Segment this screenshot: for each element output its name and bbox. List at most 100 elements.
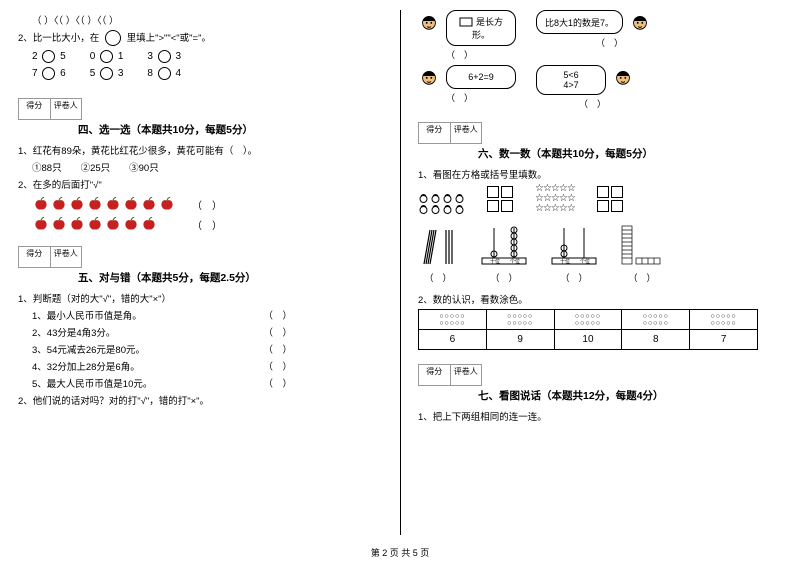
paren: （ ） [418,271,458,284]
judge-item: 4、32分加上28分是6角。（ ） [32,359,292,373]
grader-label: 评卷人 [451,123,482,143]
sec6-q1: 1、看图在方格或括号里填数。 [418,167,782,181]
count-value: 9 [486,330,554,350]
apple-icon [69,215,85,231]
basket-icon [454,192,465,203]
judge-item: 3、54元减去26元是80元。（ ） [32,342,292,356]
apple-icon [51,195,67,211]
count-value: 8 [622,330,690,350]
top-parens: （ ）〈（ ）〈（ ）〈（ ） [18,13,382,27]
speech-3: 6+2=9 （ ） [418,65,516,110]
right-column: 是长方 形。 （ ） 比8大1的数是7。 （ ） 6+2=9 [400,0,800,565]
speech-row-bottom: 6+2=9 （ ） 5<6 4>7 （ ） [418,65,782,110]
compare-cell: 7 6 [32,67,66,80]
compare-row-2: 7 6 5 3 8 4 [18,67,382,80]
apple-icon [69,195,85,211]
score-box: 得分 评卷人 [418,122,482,144]
bubble-text: 4>7 [563,80,578,90]
paren: （ ） [192,217,222,232]
circle-icon [105,30,121,46]
abacus-group: 十位个位 （ ） [480,224,528,284]
speech-row-top: 是长方 形。 （ ） 比8大1的数是7。 （ ） [418,10,782,61]
basket-icon [418,192,429,203]
child-face-icon [418,10,440,32]
circle-icon [100,67,113,80]
grader-label: 评卷人 [51,99,82,119]
compare-cell: 0 1 [90,50,124,63]
circle-icon [158,67,171,80]
score-label: 得分 [419,365,451,385]
bubble-text: 形。 [472,28,490,41]
apple-icon [141,195,157,211]
paren: （ ） [550,271,598,284]
dot-cell: ○○○○○○○○○○ [622,310,690,330]
score-label: 得分 [19,247,51,267]
bubble-1: 是长方 形。 [446,10,516,46]
compare-prompt-b: 里填上">""<"或"="。 [127,33,211,44]
circle-icon [42,50,55,63]
svg-text:个位: 个位 [510,258,520,265]
square-icon [459,17,473,27]
apple-icon [105,215,121,231]
sec6-q2: 2、数的认识，看数涂色。 [418,292,782,306]
basket-icon [430,203,441,214]
count-graphics-row-2: （ ） 十位个位 （ ） 十位个位 （ ） [418,224,782,284]
basket-icon [454,203,465,214]
paren: （ ） [446,91,516,104]
sticks-icon [418,226,458,266]
apple-row-1: （ ） [18,194,382,214]
apple-icon [33,215,49,231]
bubble-text: 5<6 [563,70,578,80]
abacus-icon: 十位个位 [550,224,598,266]
sec7-q1: 1、把上下两组相同的连一连。 [418,409,782,423]
dot-cell: ○○○○○○○○○○ [690,310,758,330]
bubble-text: 6+2=9 [468,72,494,82]
sec4-q2: 2、在多的后面打"√" [18,177,382,191]
section-5-title: 五、对与错（本题共5分，每题2.5分） [78,270,382,285]
paren: （ ） [480,271,528,284]
paren: （ ） [446,48,516,61]
count-table: ○○○○○○○○○○ ○○○○○○○○○○ ○○○○○○○○○○ ○○○○○○○… [418,309,758,350]
paren: （ ） [536,97,606,110]
basket-group [418,192,465,214]
blocks-icon [620,224,664,266]
score-box: 得分 评卷人 [418,364,482,386]
sec5-list: 1、最小人民币币值是角。（ ）2、43分是4角3分。（ ）3、54元减去26元是… [18,308,382,390]
apple-icon [33,195,49,211]
abacus-group-2: 十位个位 （ ） [550,224,598,284]
apple-icon [51,215,67,231]
speech-1: 是长方 形。 （ ） [418,10,516,61]
compare-row-1: 2 5 0 1 3 3 [18,50,382,63]
apple-row-2: （ ） [18,214,382,234]
section-4-title: 四、选一选（本题共10分，每题5分） [78,122,382,137]
count-value: 7 [690,330,758,350]
sec4-q1: 1、红花有89朵，黄花比红花少很多，黄花可能有（ ）。 [18,143,382,157]
sec4-q1-opts: ①88只 ②25只 ③90只 [18,160,382,174]
judge-item: 2、43分是4角3分。（ ） [32,325,292,339]
sec5-q2: 2、他们说的话对吗？对的打"√"，错的打"×"。 [18,393,382,407]
page-footer: 第 2 页 共 5 页 [0,546,800,559]
paren: （ ） [620,271,664,284]
count-value: 6 [419,330,487,350]
svg-text:十位: 十位 [560,258,570,265]
basket-icon [418,203,429,214]
dot-cell: ○○○○○○○○○○ [419,310,487,330]
apple-icon [105,195,121,211]
compare-cell: 5 3 [90,67,124,80]
section-6-title: 六、数一数（本题共10分，每题5分） [478,146,782,161]
dot-cell: ○○○○○○○○○○ [486,310,554,330]
apple-icon [123,195,139,211]
grader-label: 评卷人 [51,247,82,267]
blocks-group: （ ） [620,224,664,284]
child-face-icon [612,65,634,87]
basket-icon [442,203,453,214]
compare-cell: 2 5 [32,50,66,63]
sec5-q1: 1、判断题（对的大"√"，错的大"×"） [18,291,382,305]
score-label: 得分 [419,123,451,143]
count-value: 10 [554,330,622,350]
child-face-icon [629,10,651,32]
apple-icon [159,195,175,211]
compare-prompt-a: 2、比一比大小，在 [18,33,99,44]
score-box: 得分 评卷人 [18,246,82,268]
circle-icon [42,67,55,80]
